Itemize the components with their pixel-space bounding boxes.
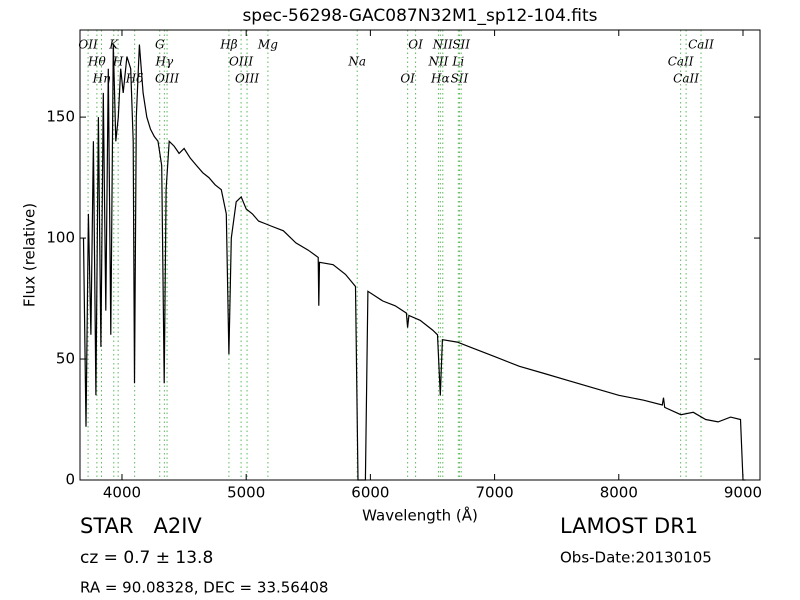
- x-tick-label: 5000: [227, 484, 265, 502]
- spectral-line-label: Hβ: [219, 38, 237, 52]
- spectral-line-label: NII: [427, 55, 448, 69]
- y-tick-label: 50: [56, 350, 75, 368]
- spectral-line-label: OI: [400, 72, 415, 86]
- spectral-line-label: CaII: [673, 72, 699, 86]
- spectral-line-label: Hθ: [87, 55, 106, 69]
- spectral-line-label: SII: [452, 38, 470, 52]
- spectral-line-label: Hη: [92, 72, 111, 86]
- spectral-line-label: G: [155, 38, 165, 52]
- spectral-line-label: SII: [451, 72, 469, 86]
- spectrum-line: [82, 44, 746, 481]
- spectral-line-label: OI: [408, 38, 423, 52]
- spectral-line-label: Na: [347, 55, 366, 69]
- x-tick-label: 8000: [600, 484, 638, 502]
- spectral-line-label: CaII: [668, 55, 694, 69]
- spectral-line-label: OIII: [155, 72, 179, 86]
- x-tick-label: 6000: [351, 484, 389, 502]
- y-axis-label: Flux (relative): [21, 203, 39, 307]
- spectral-line-label: CaII: [688, 38, 714, 52]
- x-tick-label: 4000: [103, 484, 141, 502]
- x-tick-label: 9000: [724, 484, 762, 502]
- spectral-line-label: Hα: [430, 72, 450, 86]
- spectral-line-label: OIII: [235, 72, 259, 86]
- redshift: cz = 0.7 ± 13.8: [80, 548, 213, 568]
- chart-title: spec-56298-GAC087N32M1_sp12-104.fits: [242, 6, 597, 26]
- y-tick-label: 150: [46, 108, 75, 126]
- y-tick-label: 100: [46, 229, 75, 247]
- x-tick-label: 7000: [475, 484, 513, 502]
- plot-frame: [79, 29, 761, 481]
- spectral-line-label: Mg: [257, 38, 278, 52]
- spectral-line-label: H: [112, 55, 124, 69]
- spectral-line-label: OII: [78, 38, 98, 52]
- obs-date: Obs-Date:20130105: [560, 549, 712, 567]
- spectral-line-label: Li: [451, 55, 464, 69]
- x-axis-label: Wavelength (Å): [362, 506, 478, 525]
- coordinates: RA = 90.08328, DEC = 33.56408: [80, 579, 328, 597]
- spectral-line-label: Hδ: [125, 72, 144, 86]
- spectral-line-label: Hγ: [155, 55, 174, 69]
- survey: LAMOST DR1: [560, 514, 698, 538]
- spectral-line-label: NII: [432, 38, 453, 52]
- spectral-line-label: OIII: [229, 55, 253, 69]
- y-tick-label: 0: [65, 471, 75, 489]
- object-class: STAR A2IV: [80, 514, 202, 538]
